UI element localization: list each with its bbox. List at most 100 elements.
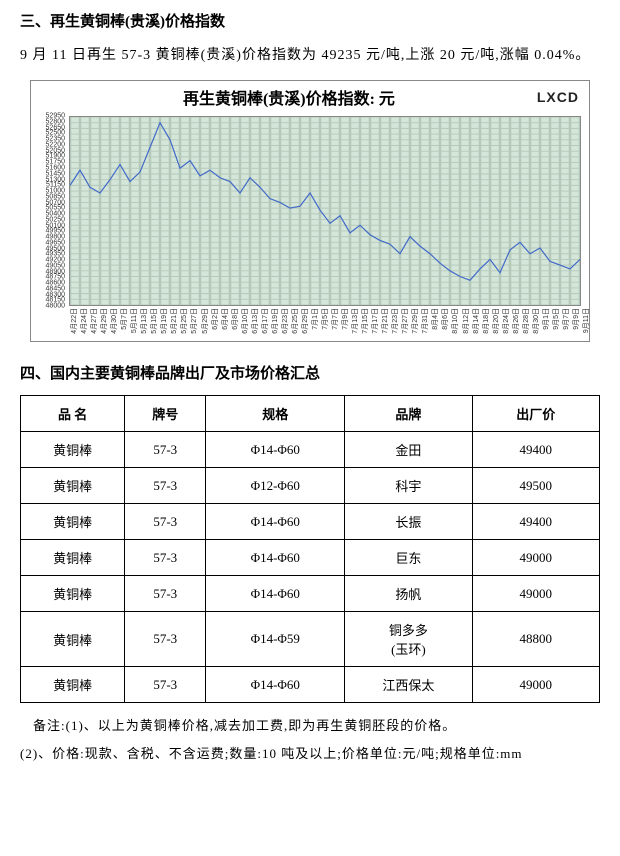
chart-container: 再生黄铜棒(贵溪)价格指数: 元 LXCD 480004815048300484… [30, 80, 590, 342]
x-tick-label: 6月19日 [270, 308, 280, 334]
x-tick-label: 7月21日 [380, 308, 390, 334]
x-tick-label: 8月20日 [491, 308, 501, 334]
x-tick-label: 7月1日 [310, 308, 320, 330]
x-tick-label: 5月21日 [169, 308, 179, 334]
table-header-row: 品 名牌号规格品牌出厂价 [21, 396, 600, 432]
notes-line-1: 备注:(1)、以上为黄铜棒价格,减去加工费,即为再生黄铜胚段的价格。 [20, 713, 600, 739]
x-tick-label: 9月5日 [551, 308, 561, 330]
x-tick-label: 4月30日 [109, 308, 119, 334]
x-tick-label: 7月13日 [350, 308, 360, 334]
table-cell: 49000 [472, 667, 599, 703]
table-cell: 49400 [472, 432, 599, 468]
x-tick-label: 6月29日 [300, 308, 310, 334]
x-tick-label: 8月28日 [521, 308, 531, 334]
table-header-cell: 规格 [206, 396, 345, 432]
x-tick-label: 9月9日 [571, 308, 581, 330]
x-tick-label: 8月18日 [481, 308, 491, 334]
table-cell: 科宇 [345, 468, 472, 504]
x-tick-label: 5月27日 [189, 308, 199, 334]
table-cell: 扬帆 [345, 576, 472, 612]
chart-x-ticks: 4月22日4月24日4月27日4月29日4月30日5月7日5月11日5月13日5… [69, 306, 581, 336]
table-cell: 金田 [345, 432, 472, 468]
table-cell: 长振 [345, 504, 472, 540]
table-header-cell: 出厂价 [472, 396, 599, 432]
table-row: 黄铜棒57-3Φ14-Φ60扬帆49000 [21, 576, 600, 612]
table-cell: 黄铜棒 [21, 576, 125, 612]
chart-header: 再生黄铜棒(贵溪)价格指数: 元 LXCD [31, 81, 589, 111]
x-tick-label: 7月23日 [390, 308, 400, 334]
x-tick-label: 7月27日 [400, 308, 410, 334]
x-tick-label: 9月11日 [581, 308, 591, 333]
table-cell: 49000 [472, 540, 599, 576]
x-tick-label: 4月29日 [99, 308, 109, 334]
x-tick-label: 7月5日 [320, 308, 330, 330]
table-cell: 48800 [472, 612, 599, 667]
x-tick-label: 4月27日 [89, 308, 99, 334]
x-tick-label: 5月13日 [139, 308, 149, 334]
x-tick-label: 5月7日 [119, 308, 129, 330]
x-tick-label: 7月9日 [340, 308, 350, 330]
table-header-cell: 品 名 [21, 396, 125, 432]
x-tick-label: 8月26日 [511, 308, 521, 334]
x-tick-label: 5月19日 [159, 308, 169, 334]
table-cell: Φ14-Φ60 [206, 540, 345, 576]
x-tick-label: 8月14日 [471, 308, 481, 334]
table-cell: 57-3 [125, 576, 206, 612]
x-tick-label: 7月29日 [410, 308, 420, 334]
x-tick-label: 5月25日 [179, 308, 189, 334]
table-cell: 57-3 [125, 432, 206, 468]
chart-title: 再生黄铜棒(贵溪)价格指数: 元 [41, 85, 537, 109]
section4-title: 四、国内主要黄铜棒品牌出厂及市场价格汇总 [20, 362, 600, 383]
table-cell: Φ14-Φ60 [206, 667, 345, 703]
y-tick-label: 52950 [46, 113, 65, 120]
x-tick-label: 6月10日 [240, 308, 250, 334]
table-row: 黄铜棒57-3Φ14-Φ60巨东49000 [21, 540, 600, 576]
table-cell: Φ14-Φ60 [206, 504, 345, 540]
x-tick-label: 8月6日 [440, 308, 450, 330]
x-tick-label: 6月2日 [210, 308, 220, 330]
table-cell: Φ14-Φ60 [206, 432, 345, 468]
table-cell: 黄铜棒 [21, 540, 125, 576]
x-tick-label: 5月29日 [200, 308, 210, 334]
table-row: 黄铜棒57-3Φ14-Φ60长振49400 [21, 504, 600, 540]
table-cell: 57-3 [125, 612, 206, 667]
table-cell: 黄铜棒 [21, 667, 125, 703]
x-tick-label: 6月13日 [250, 308, 260, 334]
table-cell: Φ12-Φ60 [206, 468, 345, 504]
x-tick-label: 6月8日 [230, 308, 240, 330]
x-tick-label: 7月17日 [370, 308, 380, 334]
notes-line-2: (2)、价格:现款、含税、不含运费;数量:10 吨及以上;价格单位:元/吨;规格… [20, 741, 600, 767]
x-tick-label: 6月4日 [220, 308, 230, 330]
notes: 备注:(1)、以上为黄铜棒价格,减去加工费,即为再生黄铜胚段的价格。 (2)、价… [20, 713, 600, 767]
section3-paragraph: 9 月 11 日再生 57-3 黄铜棒(贵溪)价格指数为 49235 元/吨,上… [20, 43, 600, 68]
table-cell: 黄铜棒 [21, 468, 125, 504]
table-cell: 黄铜棒 [21, 504, 125, 540]
x-tick-label: 5月15日 [149, 308, 159, 334]
x-tick-label: 4月24日 [79, 308, 89, 334]
table-cell: Φ14-Φ59 [206, 612, 345, 667]
table-row: 黄铜棒57-3Φ14-Φ59铜多多(玉环)48800 [21, 612, 600, 667]
table-cell: Φ14-Φ60 [206, 576, 345, 612]
table-cell: 57-3 [125, 468, 206, 504]
table-cell: 巨东 [345, 540, 472, 576]
x-tick-label: 8月10日 [450, 308, 460, 334]
table-cell: 江西保太 [345, 667, 472, 703]
chart-body: 4800048150483004845048600487504890049050… [31, 111, 589, 341]
x-tick-label: 8月24日 [501, 308, 511, 334]
x-tick-label: 7月31日 [420, 308, 430, 334]
table-cell: 57-3 [125, 540, 206, 576]
table-cell: 57-3 [125, 504, 206, 540]
x-tick-label: 9月1日 [541, 308, 551, 330]
x-tick-label: 7月7日 [330, 308, 340, 330]
table-cell: 49000 [472, 576, 599, 612]
chart-y-ticks: 4800048150483004845048600487504890049050… [31, 116, 67, 306]
x-tick-label: 4月22日 [69, 308, 79, 334]
table-cell: 49500 [472, 468, 599, 504]
x-tick-label: 6月23日 [280, 308, 290, 334]
table-cell: 黄铜棒 [21, 612, 125, 667]
x-tick-label: 6月17日 [260, 308, 270, 334]
table-cell: 49400 [472, 504, 599, 540]
table-cell: 黄铜棒 [21, 432, 125, 468]
table-header-cell: 牌号 [125, 396, 206, 432]
x-tick-label: 9月7日 [561, 308, 571, 330]
